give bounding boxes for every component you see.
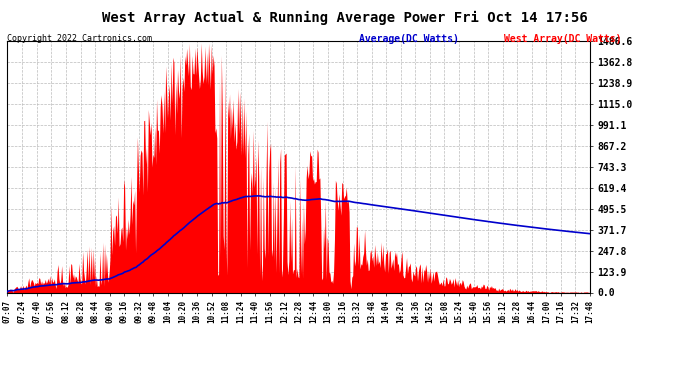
- Text: West Array(DC Watts): West Array(DC Watts): [504, 34, 621, 44]
- Text: Average(DC Watts): Average(DC Watts): [359, 34, 459, 44]
- Text: West Array Actual & Running Average Power Fri Oct 14 17:56: West Array Actual & Running Average Powe…: [102, 11, 588, 26]
- Text: Copyright 2022 Cartronics.com: Copyright 2022 Cartronics.com: [7, 34, 152, 43]
